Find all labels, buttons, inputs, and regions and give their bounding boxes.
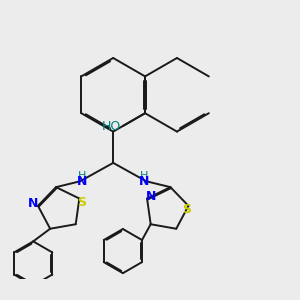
Text: S: S bbox=[77, 196, 86, 209]
Text: H: H bbox=[78, 171, 86, 181]
Text: N: N bbox=[139, 175, 150, 188]
Text: N: N bbox=[77, 175, 87, 188]
Text: N: N bbox=[146, 190, 157, 203]
Text: H: H bbox=[140, 171, 149, 181]
Text: N: N bbox=[28, 197, 39, 211]
Text: S: S bbox=[182, 203, 191, 216]
Text: HO: HO bbox=[102, 120, 121, 133]
